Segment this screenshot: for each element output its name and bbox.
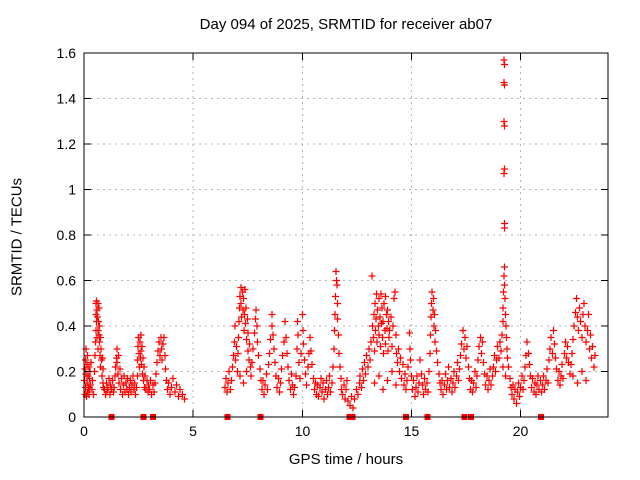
y-tick-label: 0 [68, 409, 76, 425]
y-tick-label: 0.8 [57, 227, 77, 243]
x-tick-label: 0 [80, 423, 88, 439]
y-tick-label: 0.4 [57, 318, 77, 334]
axis-ticks [83, 52, 608, 418]
x-axis-label: GPS time / hours [288, 451, 404, 468]
grid-lines [85, 54, 607, 416]
y-tick-label: 1.6 [57, 45, 77, 61]
y-tick-label: 1.2 [57, 136, 77, 152]
x-tick-label: 15 [404, 423, 420, 439]
y-tick-label: 1 [68, 182, 76, 198]
chart-title: Day 094 of 2025, SRMTID for receiver ab0… [199, 16, 493, 33]
y-tick-label: 1.4 [57, 91, 77, 107]
y-tick-label: 0.2 [57, 364, 77, 380]
x-tick-label: 20 [513, 423, 529, 439]
x-tick-label: 5 [189, 423, 197, 439]
x-tick-label: 10 [295, 423, 311, 439]
tick-labels: 0 5 10 15 20 0 0.2 0.4 0.6 0.8 1 1.2 1.4 1.6 [57, 45, 529, 439]
y-tick-label: 0.6 [57, 273, 77, 289]
